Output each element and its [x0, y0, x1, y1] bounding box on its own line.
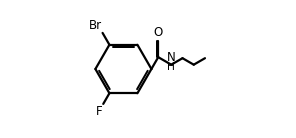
- Text: F: F: [96, 105, 103, 118]
- Text: Br: Br: [89, 19, 102, 32]
- Text: O: O: [154, 26, 163, 39]
- Text: H: H: [167, 62, 175, 72]
- Text: N: N: [167, 51, 176, 64]
